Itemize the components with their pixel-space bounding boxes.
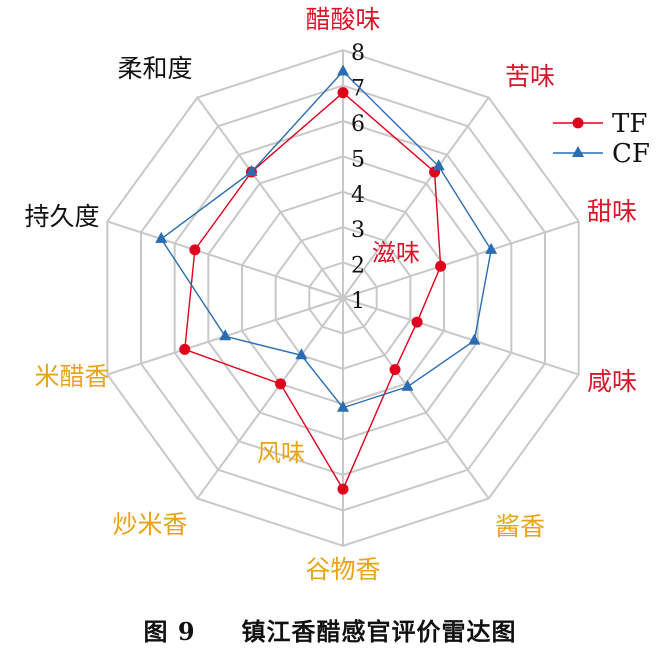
group-label: 滋味	[372, 239, 420, 267]
figure-caption: 图 9 镇江香醋感官评价雷达图	[0, 612, 660, 647]
data-point	[337, 400, 349, 412]
axis-spoke	[342, 297, 490, 500]
data-point	[389, 364, 401, 376]
data-point	[468, 333, 481, 345]
data-point	[435, 260, 447, 272]
tick-label: 1	[351, 289, 365, 314]
axis-label: 炒米香	[112, 510, 187, 539]
data-series	[155, 64, 498, 495]
axis-spoke	[196, 297, 344, 500]
legend-marker	[572, 146, 584, 157]
axis-spoke	[196, 96, 344, 299]
axis-spoke	[342, 220, 579, 299]
axis-label: 咸味	[587, 367, 637, 396]
legend-label: TF	[612, 109, 647, 139]
figure-number: 图 9	[143, 617, 196, 646]
data-point	[295, 348, 308, 360]
axis-label: 苦味	[505, 62, 555, 91]
data-point	[275, 378, 287, 390]
tick-label: 6	[351, 112, 365, 137]
axis-label: 柔和度	[117, 54, 192, 83]
group-label: 风味	[257, 439, 305, 467]
tick-label: 8	[351, 41, 365, 66]
data-point	[337, 483, 349, 495]
tick-label: 7	[351, 77, 365, 102]
axis-label: 持久度	[24, 202, 99, 231]
radial-tick-labels: 1 2 3 4 5 6 7 8	[351, 41, 365, 314]
axis-label: 酱香	[495, 512, 545, 541]
data-point	[401, 379, 414, 391]
axis-spoke	[107, 220, 344, 299]
data-point	[219, 329, 232, 341]
data-point	[155, 231, 168, 243]
data-point	[337, 64, 349, 76]
data-point	[189, 244, 201, 256]
tick-label: 5	[351, 147, 365, 172]
data-point	[337, 87, 349, 99]
data-point	[179, 343, 191, 355]
radar-grid	[106, 49, 580, 547]
axis-label: 醋酸味	[305, 5, 380, 34]
series-tf	[179, 87, 447, 495]
legend-label: CF	[612, 139, 650, 169]
legend-marker	[572, 117, 584, 129]
axis-spoke	[342, 96, 490, 299]
tick-label: 4	[351, 183, 365, 208]
data-point	[485, 242, 498, 254]
axis-spoke	[342, 297, 579, 376]
data-point	[245, 164, 258, 176]
axis-label: 米醋香	[34, 362, 109, 391]
axis-label: 谷物香	[305, 555, 380, 584]
caption-text: 镇江香醋感官评价雷达图	[241, 617, 517, 646]
data-point	[411, 316, 423, 328]
series-line	[160, 70, 492, 409]
series-cf	[155, 64, 498, 412]
data-point	[432, 159, 445, 171]
tick-label: 2	[351, 254, 365, 279]
tick-label: 3	[351, 218, 365, 243]
axis-label: 甜味	[587, 197, 637, 226]
